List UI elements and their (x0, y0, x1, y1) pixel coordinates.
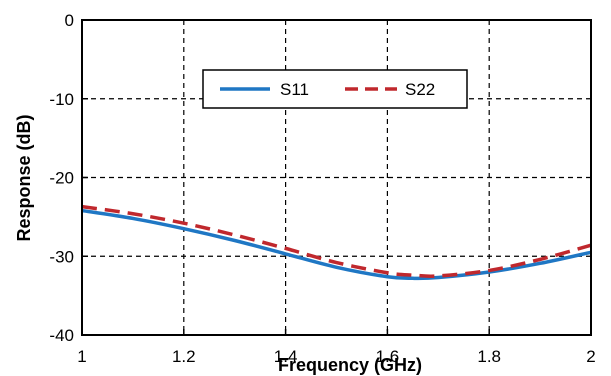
legend: S11 S22 (202, 69, 468, 109)
series-line-s11 (81, 208, 592, 281)
tick-labels: 1 1.2 1.4 1.6 1.8 2 0 -10 -20 -30 -40 (49, 11, 595, 366)
y-tick-label: -40 (49, 326, 74, 345)
x-tick-label: 1.8 (477, 347, 501, 366)
y-tick-label: -10 (49, 90, 74, 109)
series-layer (81, 204, 592, 281)
x-tick-label: 1.6 (376, 347, 400, 366)
x-tick-label: 1.2 (172, 347, 196, 366)
grid (82, 20, 591, 335)
y-tick-label: -30 (49, 247, 74, 266)
y-tick-label: -20 (49, 169, 74, 188)
ticks (81, 19, 592, 336)
x-tick-label: 1 (77, 347, 86, 366)
y-tick-label: 0 (65, 11, 74, 30)
x-tick-label: 1.4 (274, 347, 298, 366)
series-line-s22 (81, 204, 592, 278)
legend-label-s11: S11 (280, 80, 309, 99)
legend-label-s22: S22 (405, 80, 435, 99)
y-axis-title: Response (dB) (14, 114, 34, 241)
x-axis-title: Frequency (GHz) (278, 355, 422, 375)
x-tick-label: 2 (586, 347, 595, 366)
